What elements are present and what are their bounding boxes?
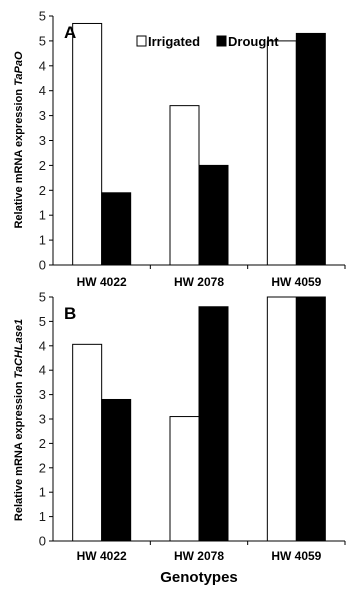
legend-label-irrigated: Irrigated	[148, 34, 200, 49]
y-tick-label: 4	[39, 363, 46, 378]
x-category-label: HW 2078	[174, 549, 224, 563]
x-axis-label: Genotypes	[160, 569, 238, 586]
y-axis-label: Relative mRNA expression TaCHLase1	[13, 319, 25, 521]
y-tick-label: 5	[39, 314, 46, 329]
panel-letter: B	[64, 304, 76, 323]
y-axis-label-text: Relative mRNA expression	[13, 378, 25, 521]
x-category-label: HW 4059	[271, 275, 321, 289]
y-tick-label: 0	[39, 534, 46, 549]
y-tick-label: 1	[39, 233, 46, 248]
y-tick-label: 5	[39, 9, 46, 24]
bar-drought-hw2078	[198, 164, 229, 266]
y-tick-label: 1	[39, 509, 46, 524]
bar-drought-hw4022	[101, 398, 132, 542]
legend-swatch-irrigated	[136, 35, 147, 47]
y-axis-label: Relative mRNA expression TaPaO	[13, 51, 25, 229]
y-tick-label: 1	[39, 485, 46, 500]
x-category-label: HW 4059	[271, 549, 321, 563]
y-tick-label: 3	[39, 133, 46, 148]
bar-drought-hw4059	[295, 32, 326, 266]
y-axis-label-gene: TaCHLase1	[13, 319, 25, 379]
chart-panel-a: 0 1 1 2 2 3 3 4 4 5 5 HW 4022 HW 2078 HW 4059 A Relativ…	[13, 9, 346, 289]
y-tick-label: 2	[39, 460, 46, 475]
bar-irrigated-hw4059	[266, 296, 297, 542]
bar-irrigated-hw2078	[169, 416, 200, 542]
y-tick-label: 3	[39, 412, 46, 427]
y-tick-label: 0	[39, 258, 46, 273]
y-axis-label-text: Relative mRNA expression	[13, 86, 25, 229]
legend-label-drought: Drought	[228, 34, 279, 49]
bar-drought-hw4059	[295, 296, 326, 542]
y-tick-label: 4	[39, 338, 46, 353]
y-tick-label: 3	[39, 387, 46, 402]
y-tick-label: 5	[39, 33, 46, 48]
panel-letter: A	[64, 23, 76, 42]
y-tick-label: 2	[39, 183, 46, 198]
x-category-label: HW 4022	[77, 549, 127, 563]
y-tick-label: 2	[39, 436, 46, 451]
y-tick-label: 3	[39, 108, 46, 123]
bar-irrigated-hw4022	[72, 343, 103, 542]
y-axis-label-gene: TaPaO	[13, 51, 25, 86]
y-tick-label: 4	[39, 58, 46, 73]
y-tick-label: 4	[39, 83, 46, 98]
bar-drought-hw4022	[101, 192, 132, 266]
y-tick-label: 1	[39, 208, 46, 223]
bar-irrigated-hw4022	[72, 22, 103, 266]
legend-swatch-drought	[216, 35, 227, 47]
bar-irrigated-hw2078	[169, 105, 200, 266]
x-category-label: HW 4022	[77, 275, 127, 289]
chart-panel-b: 0 1 1 2 2 3 3 4 4 5 5 HW 4022 HW 2078 HW 4059 B Relativ…	[13, 290, 346, 586]
y-tick-label: 2	[39, 158, 46, 173]
bar-drought-hw2078	[198, 306, 229, 542]
bar-irrigated-hw4059	[266, 40, 297, 266]
y-tick-label: 5	[39, 290, 46, 305]
legend: Irrigated Drought	[136, 34, 279, 49]
x-category-label: HW 2078	[174, 275, 224, 289]
